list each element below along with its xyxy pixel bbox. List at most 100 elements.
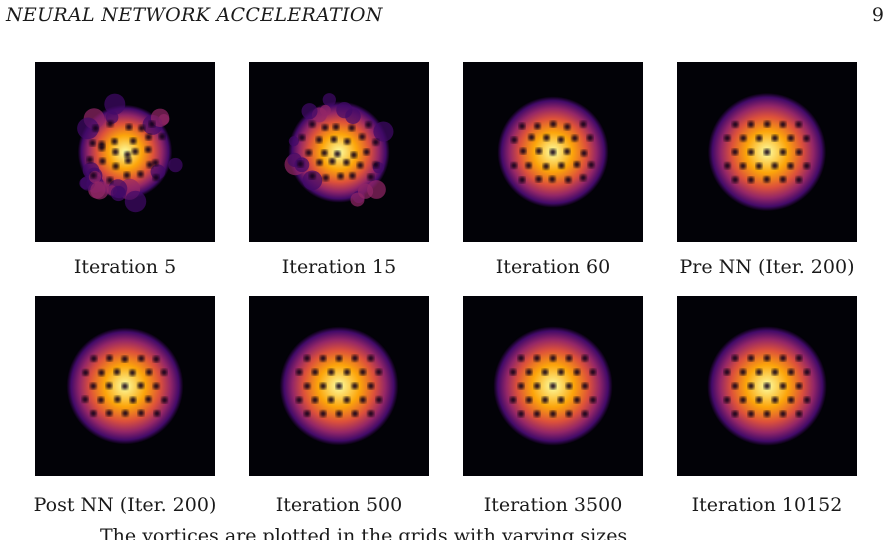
vortex-core — [138, 125, 145, 132]
vortex-core — [541, 396, 549, 404]
vortex-core — [557, 136, 565, 143]
vortex-core — [723, 368, 731, 376]
vortex-core — [795, 354, 803, 362]
vortex-core — [779, 148, 787, 156]
vortex-core — [509, 396, 517, 404]
vortex-core — [132, 148, 139, 155]
vortex-core — [129, 396, 137, 404]
vortex-core — [305, 149, 312, 156]
running-title: NEURAL NETWORK ACCELERATION — [6, 4, 383, 26]
vortex-core — [363, 148, 370, 156]
vortex-core — [99, 157, 106, 165]
vortex-core — [795, 382, 803, 390]
vortex-core — [541, 368, 549, 376]
vortex-core — [558, 162, 565, 169]
vortex-core — [123, 171, 131, 179]
vortex-core — [90, 410, 97, 417]
vortex-core — [372, 138, 379, 146]
vortex-core — [146, 161, 154, 168]
vortex-core — [335, 382, 343, 390]
vortex-core — [367, 173, 374, 181]
vortex-core — [303, 355, 311, 362]
figure-grid: Iteration 5 Iteration 15 Iteration 60 Pr… — [34, 62, 857, 540]
clipped-text-line: The vortices are plotted in the grids wi… — [100, 525, 628, 540]
vortex-core — [740, 134, 747, 142]
density-image — [249, 62, 429, 242]
vortex-core — [350, 151, 358, 159]
vortex-core — [160, 369, 168, 376]
vortex-core — [358, 133, 366, 140]
density-plot — [77, 93, 183, 213]
vortex-core — [296, 368, 303, 376]
vortex-core — [803, 368, 811, 376]
vortex-core — [525, 368, 533, 376]
vortex-core — [303, 410, 311, 417]
vortex-core — [795, 176, 803, 184]
vortex-core — [90, 172, 97, 179]
vortex-core — [755, 368, 763, 376]
figure-panel-iteration-60: Iteration 60 — [463, 62, 643, 296]
density-plot — [284, 93, 394, 207]
vortex-core — [367, 410, 374, 417]
vortex-core — [517, 382, 525, 390]
vortex-core — [779, 121, 787, 128]
vortex-core — [779, 354, 787, 362]
vortex-core — [112, 163, 119, 170]
density-plot — [493, 326, 613, 446]
noise-blob — [373, 121, 394, 142]
vortex-core — [755, 396, 763, 404]
vortex-core — [321, 124, 329, 131]
vortex-core — [731, 382, 739, 390]
vortex-core — [375, 396, 383, 403]
vortex-core — [763, 176, 770, 183]
figure-panel-iteration-10152: Iteration 10152 — [677, 296, 857, 540]
figure-panel-iteration-15: Iteration 15 — [249, 62, 429, 296]
noise-blob — [150, 108, 170, 127]
figure-panel-post-nn: Post NN (Iter. 200) — [34, 296, 216, 540]
vortex-core — [129, 369, 136, 376]
vortex-core — [98, 369, 105, 376]
vortex-core — [724, 162, 731, 169]
vortex-core — [153, 355, 160, 363]
vortex-core — [731, 354, 739, 362]
vortex-core — [359, 368, 367, 376]
vortex-core — [557, 368, 565, 376]
noise-blob — [112, 186, 125, 199]
vortex-core — [739, 162, 747, 170]
panel-caption: Iteration 15 — [281, 256, 397, 278]
figure-panel-iteration-500: Iteration 500 — [249, 296, 429, 540]
vortex-core — [375, 368, 382, 376]
vortex-core — [121, 383, 129, 390]
vortex-core — [581, 355, 589, 362]
vortex-core — [309, 172, 316, 180]
vortex-core — [82, 369, 89, 376]
vortex-core — [322, 174, 329, 181]
vortex-core — [316, 159, 323, 166]
vortex-core — [779, 382, 787, 390]
vortex-core — [573, 368, 581, 376]
vortex-core — [351, 410, 359, 417]
panel-caption: Iteration 60 — [495, 256, 611, 278]
vortex-core — [517, 410, 525, 418]
vortex-core — [779, 410, 787, 418]
vortex-core — [357, 162, 364, 169]
vortex-core — [549, 148, 557, 156]
vortex-core — [367, 355, 374, 362]
vortex-core — [535, 147, 543, 155]
vortex-core — [533, 410, 541, 418]
vortex-core — [779, 176, 787, 183]
vortex-core — [372, 161, 380, 168]
vortex-core — [90, 382, 97, 390]
vortex-core — [763, 354, 771, 362]
vortex-core — [98, 144, 105, 151]
vortex-core — [349, 172, 356, 179]
vortex-core — [589, 396, 597, 404]
vortex-core — [121, 355, 128, 363]
vortex-core — [297, 160, 304, 168]
vortex-core — [573, 396, 581, 404]
vortex-core — [138, 355, 145, 362]
vortex-core — [518, 176, 526, 184]
vortex-core — [359, 396, 367, 404]
vortex-core — [321, 149, 328, 157]
vortex-core — [732, 121, 739, 128]
